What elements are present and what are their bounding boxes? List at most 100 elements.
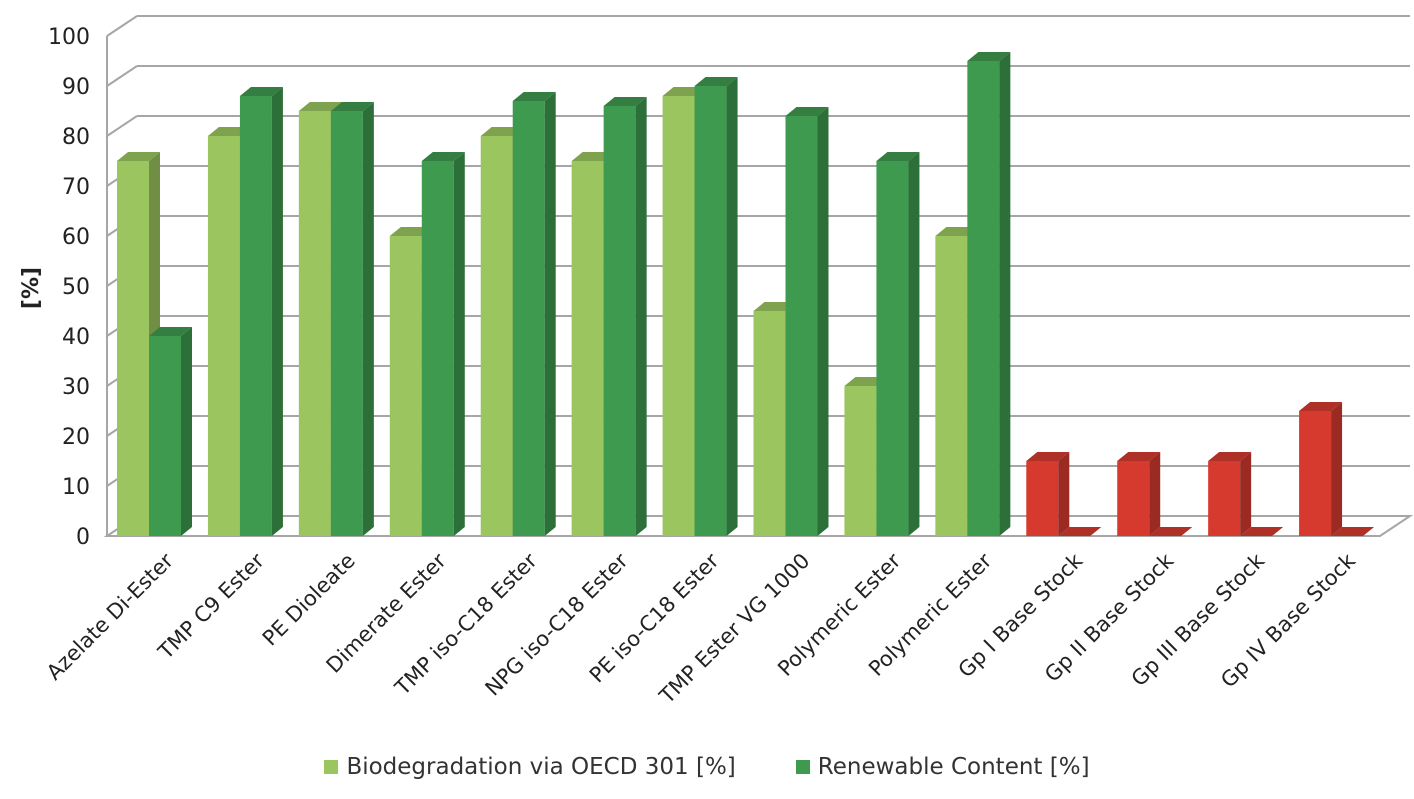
bar-chart: 0 10 20 30 40 50 60 70 80 90 100 Azelate Di-Ester TM… [19, 15, 1414, 709]
bar-renewable-top [876, 152, 920, 161]
gridline-depth [106, 65, 138, 87]
bar-renewable-front [603, 106, 636, 536]
bar-renewable [967, 52, 1011, 536]
y-tick-label: 20 [62, 425, 90, 450]
bar-renewable-top [1058, 527, 1102, 536]
legend-swatch-biodegradation [324, 760, 339, 774]
bar-renewable-top [512, 92, 556, 101]
bar-renewable-front [785, 116, 818, 536]
bar-biodegradation [1299, 402, 1343, 536]
bar-renewable-top [967, 52, 1011, 61]
bar-renewable [239, 87, 283, 536]
bar-renewable-top [330, 102, 374, 111]
bar-renewable-front [149, 336, 181, 536]
bar-renewable-side [271, 87, 283, 536]
x-tick-label: PE Dioleate [258, 549, 360, 651]
bar-renewable-top [1331, 527, 1375, 536]
y-tick-label: 30 [62, 375, 90, 400]
bar-biodegradation-top [1208, 452, 1252, 461]
bar-renewable-side [544, 92, 556, 536]
bar-renewable-side [726, 77, 738, 536]
x-tick-label: TMP Ester VG 1000 [654, 549, 814, 709]
bar-biodegradation-front [1208, 461, 1241, 536]
y-tick-label: 50 [62, 275, 90, 300]
bar-renewable [1149, 527, 1193, 536]
bar-biodegradation-side [1149, 452, 1161, 536]
bar-renewable-side [999, 52, 1011, 536]
bar-renewable [1240, 527, 1284, 536]
bar-renewable-side [362, 102, 374, 536]
x-tick-label: Azelate Di-Ester [42, 548, 178, 684]
bar-biodegradation-side [1058, 452, 1070, 536]
gridline-depth [106, 15, 138, 37]
bar-renewable-front [512, 101, 545, 536]
bar-renewable-front [421, 161, 454, 536]
y-tick-label: 70 [62, 175, 90, 200]
y-tick-label: 10 [62, 475, 90, 500]
bar-renewable-top [785, 107, 829, 116]
bar-renewable-front [239, 96, 272, 536]
bar-renewable-side [453, 152, 465, 536]
bar-renewable-front [330, 111, 363, 536]
y-tick-label: 100 [48, 25, 90, 50]
bar-biodegradation-front [298, 111, 331, 536]
bar-biodegradation-top [1026, 452, 1070, 461]
bar-renewable-top [1149, 527, 1193, 536]
bar-biodegradation-top [1117, 452, 1161, 461]
bar-renewable-front [967, 61, 1000, 536]
gridline-depth [106, 115, 138, 137]
bar-biodegradation [1026, 452, 1070, 536]
bar-biodegradation-front [117, 161, 149, 536]
bar-renewable-top [239, 87, 283, 96]
legend-item-renewable: Renewable Content [%] [795, 754, 1090, 780]
bar-biodegradation-front [1026, 461, 1059, 536]
bar-biodegradation-front [480, 136, 513, 536]
bar-renewable [330, 102, 374, 536]
bar-biodegradation-front [571, 161, 604, 536]
bar-renewable-side [817, 107, 829, 536]
bar-biodegradation-side [1240, 452, 1252, 536]
bar-renewable-top [149, 327, 192, 336]
bar-biodegradation-top [298, 102, 342, 111]
bar-biodegradation-front [844, 386, 877, 536]
bar-renewable-front [694, 86, 727, 536]
bar-renewable-side [635, 97, 647, 536]
y-tick-label: 0 [76, 525, 90, 550]
bar-biodegradation-top [117, 152, 160, 161]
bar-renewable [1331, 527, 1375, 536]
bar-renewable [421, 152, 465, 536]
legend-item-biodegradation: Biodegradation via OECD 301 [%] [324, 754, 736, 780]
bar-biodegradation-front [935, 236, 968, 536]
bar-renewable-top [603, 97, 647, 106]
bar-renewable-side [181, 327, 192, 536]
bar-biodegradation [1208, 452, 1252, 536]
y-tick-label: 80 [62, 125, 90, 150]
legend-label-renewable: Renewable Content [%] [817, 754, 1090, 780]
y-tick-label: 60 [62, 225, 90, 250]
legend: Biodegradation via OECD 301 [%] Renewabl… [0, 754, 1414, 780]
bar-renewable [603, 97, 647, 536]
bar-renewable-top [1240, 527, 1284, 536]
bar-biodegradation-front [207, 136, 240, 536]
y-tick-label: 90 [62, 75, 90, 100]
legend-swatch-renewable [795, 760, 810, 774]
bar-biodegradation-front [389, 236, 422, 536]
bar-layer [117, 52, 1375, 536]
legend-label-biodegradation: Biodegradation via OECD 301 [%] [346, 754, 736, 780]
bar-biodegradation-front [1117, 461, 1150, 536]
bar-renewable [694, 77, 738, 536]
bar-biodegradation-front [1299, 411, 1332, 536]
bar-biodegradation [1117, 452, 1161, 536]
y-tick-label: 40 [62, 325, 90, 350]
bar-renewable-side [908, 152, 920, 536]
bar-renewable-front [876, 161, 909, 536]
bar-renewable [149, 327, 192, 536]
bar-renewable [1058, 527, 1102, 536]
bar-biodegradation-side [1331, 402, 1343, 536]
bar-renewable-top [694, 77, 738, 86]
bar-renewable [785, 107, 829, 536]
bar-renewable-top [421, 152, 465, 161]
bar-biodegradation-front [753, 311, 786, 536]
bar-renewable [876, 152, 920, 536]
